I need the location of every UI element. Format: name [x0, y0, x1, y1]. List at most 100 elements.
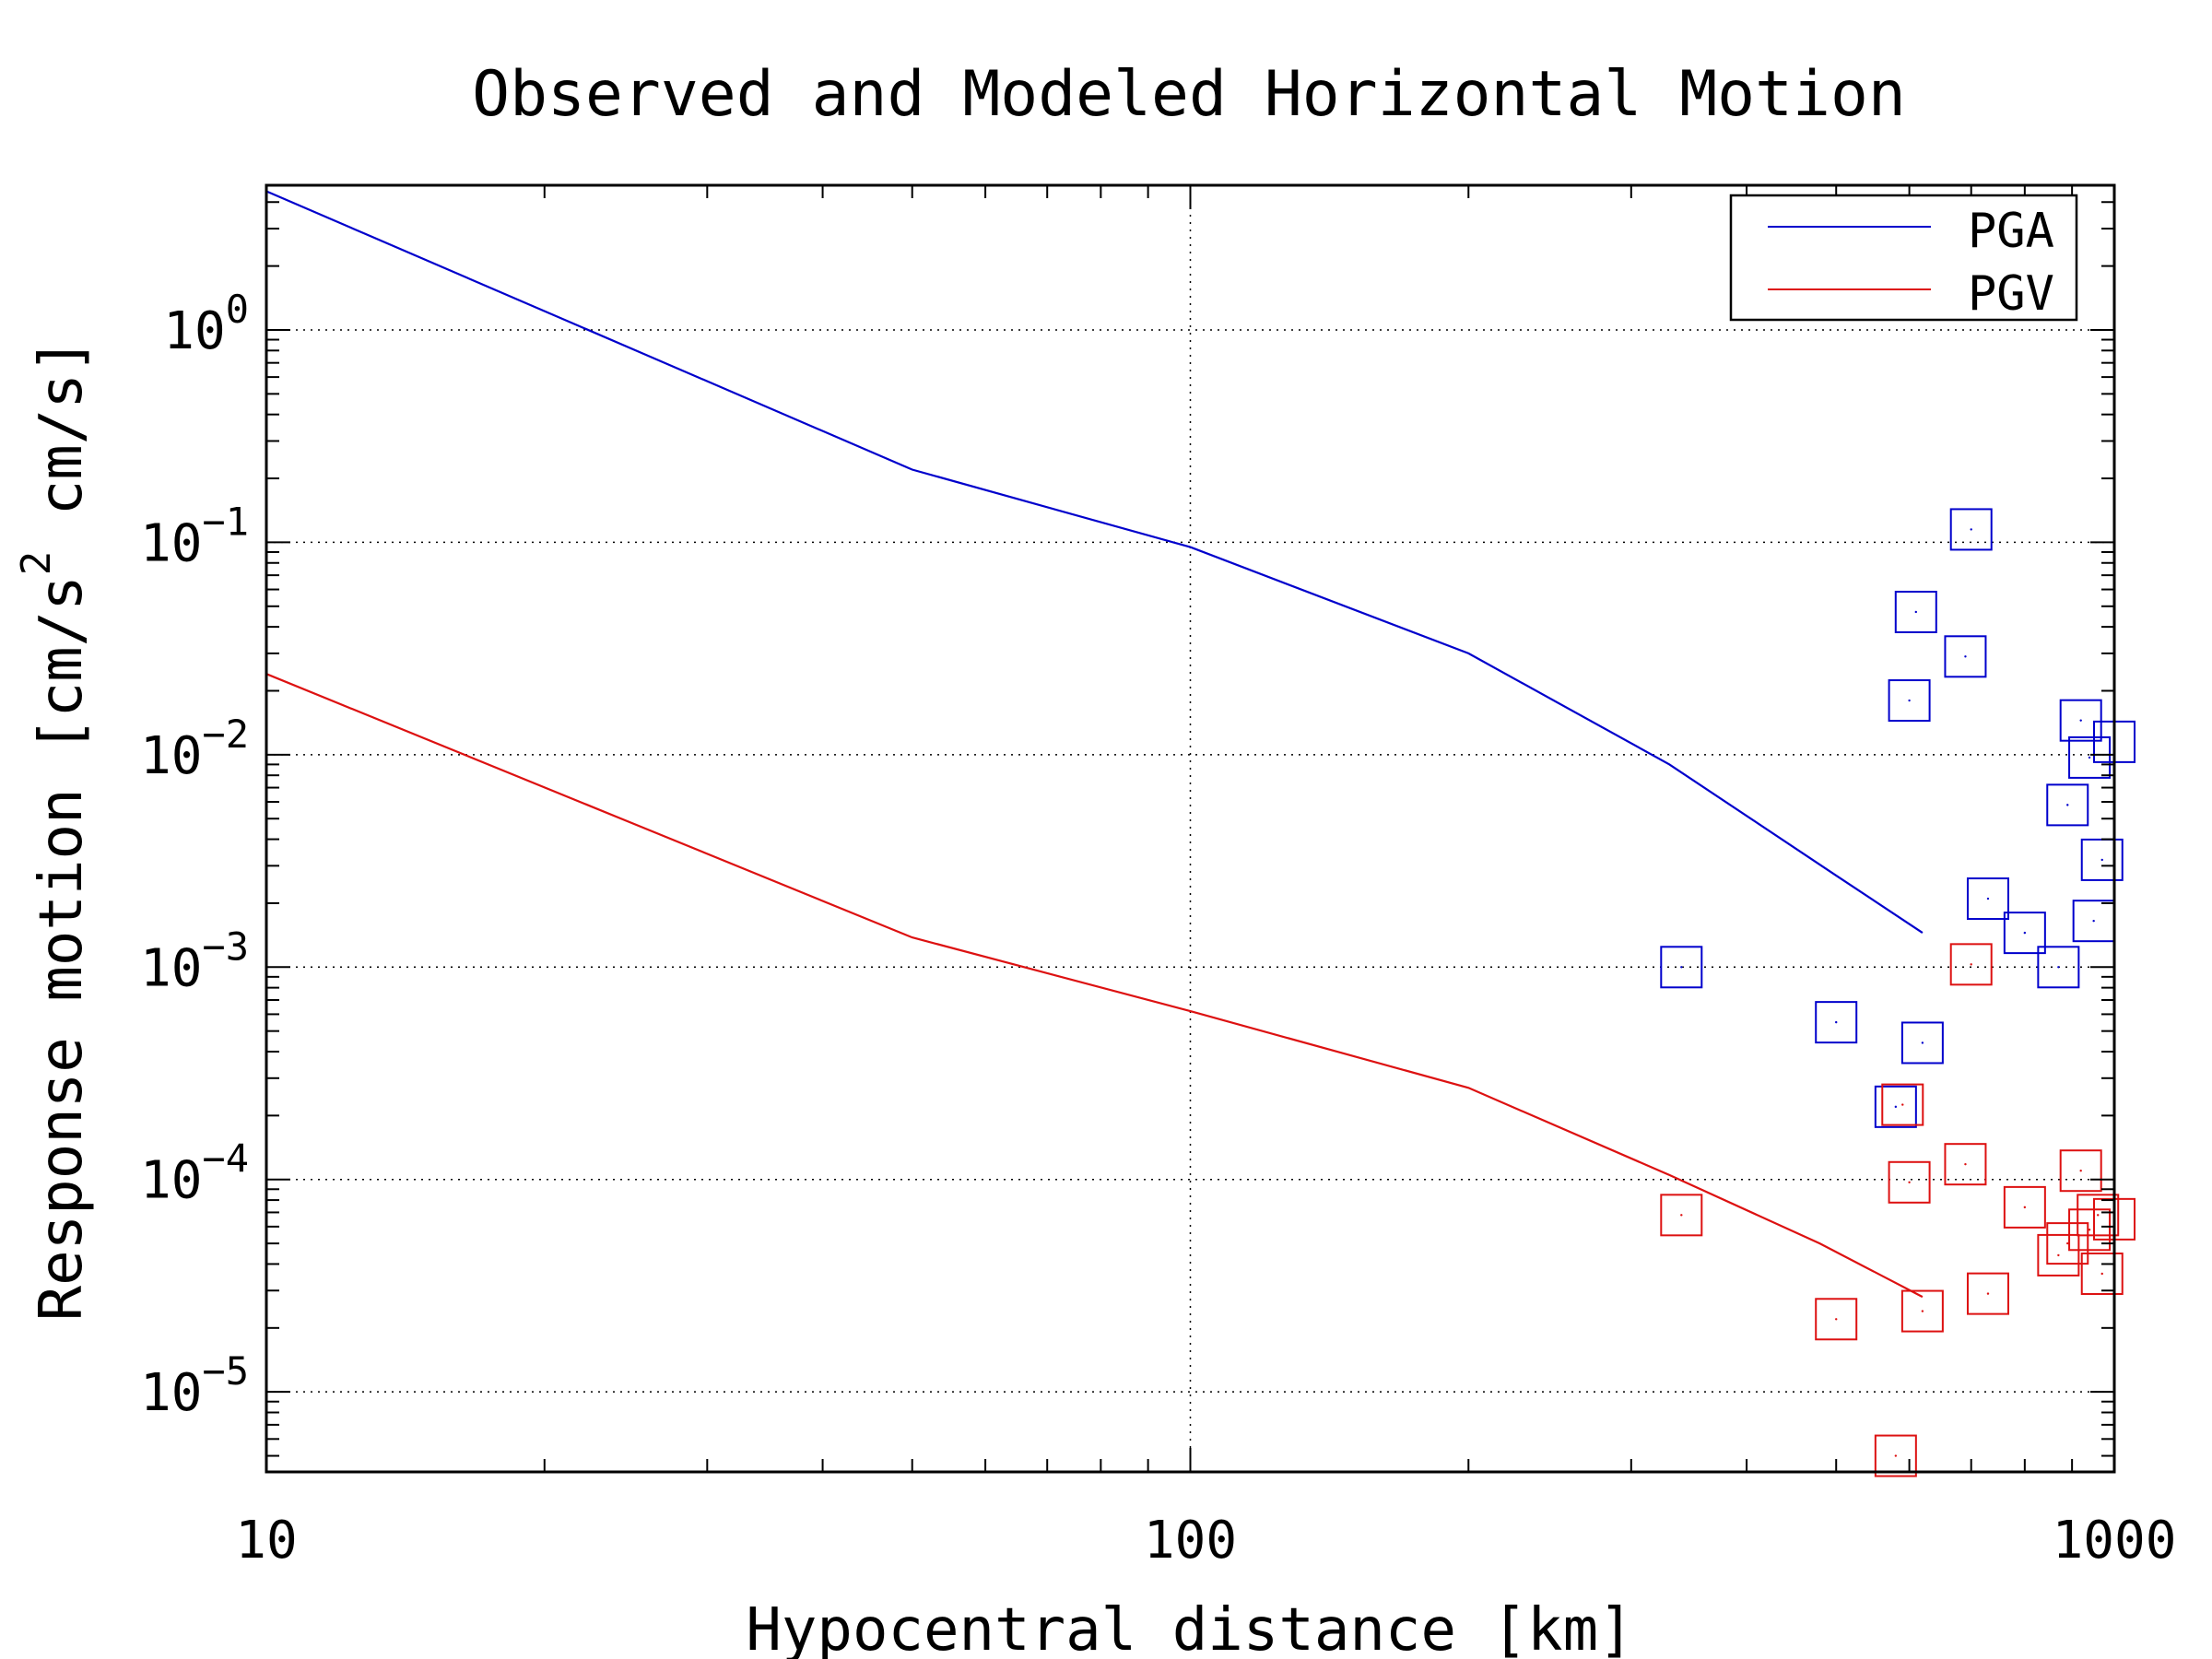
observed-marker — [1874, 1085, 1917, 1128]
y-tick-label: 10−4 — [140, 1136, 249, 1211]
observed-marker — [1944, 635, 1987, 678]
y-tick-label: 10−2 — [140, 712, 249, 786]
y-tick-label-base: 10 — [140, 726, 202, 786]
observed-marker-dot — [1680, 1214, 1683, 1217]
y-tick-label-exponent: −5 — [202, 1348, 249, 1394]
observed-marker — [1900, 1289, 1944, 1333]
observed-marker — [2046, 783, 2089, 827]
x-tick-label: 100 — [1144, 1511, 1237, 1571]
legend-label-pgv: PGV — [1968, 266, 2054, 322]
observed-marker — [1888, 679, 1931, 723]
y-tick-label-base: 10 — [140, 1151, 202, 1211]
observed-marker-dot — [1970, 528, 1972, 531]
observed-marker — [2003, 1185, 2046, 1229]
y-tick-label-base: 10 — [140, 1363, 202, 1423]
y-tick-label-exponent: −4 — [202, 1136, 249, 1182]
ticks — [265, 185, 2115, 1472]
y-axis-label-sup: 2 — [13, 551, 60, 576]
observed-marker-dot — [2057, 1253, 2060, 1257]
y-axis-label-part2: cm/s] — [28, 338, 96, 551]
observed-marker-dot — [1894, 1105, 1898, 1109]
series-line-pga — [265, 190, 1924, 935]
legend-box — [1729, 194, 2078, 322]
observed-marker-dot — [2092, 919, 2095, 923]
observed-marker — [1660, 1194, 1703, 1237]
observed-marker — [2059, 1149, 2102, 1193]
observed-marker — [2037, 946, 2080, 989]
observed-marker — [2080, 1252, 2124, 1295]
observed-marker-dot — [1964, 1162, 1967, 1166]
observed-marker-dot — [1680, 966, 1683, 969]
x-axis-label: Hypocentral distance [km] — [746, 1596, 1633, 1659]
observed-marker-dot — [1970, 963, 1972, 966]
observed-marker — [2059, 699, 2102, 742]
y-axis-label-part1: Response motion [cm/s — [28, 575, 96, 1321]
observed-marker-dot — [2100, 858, 2103, 862]
observed-marker — [2068, 1208, 2112, 1252]
observed-marker — [1966, 1272, 2009, 1315]
grid — [266, 185, 2114, 1472]
observed-marker-dot — [1986, 897, 1990, 900]
observed-marker-dot — [1921, 1310, 1924, 1312]
observed-marker — [1949, 508, 1993, 551]
observed-marker — [1815, 1001, 1858, 1044]
observed-marker — [2003, 912, 2046, 955]
observed-marker-dot — [2057, 966, 2060, 969]
observed-marker — [1894, 590, 1937, 633]
legend-label-pga: PGA — [1968, 204, 2054, 259]
observed-marker — [2037, 1233, 2080, 1277]
y-tick-label: 10−5 — [140, 1348, 249, 1423]
observed-marker-dot — [2023, 931, 2027, 935]
x-tick-label: 1000 — [2053, 1511, 2177, 1571]
observed-marker-dot — [2023, 1206, 2027, 1209]
observed-marker-dot — [2079, 1170, 2082, 1172]
y-tick-label: 100 — [163, 287, 249, 361]
observed-marker — [1966, 877, 2009, 921]
observed-marker — [1888, 1160, 1931, 1204]
observed-marker — [1881, 1083, 1924, 1126]
observed-marker — [2077, 1194, 2120, 1237]
observed-marker-dot — [1901, 1103, 1904, 1106]
chart-title: Observed and Modeled Horizontal Motion — [472, 58, 1906, 131]
observed-marker-dot — [1914, 610, 1917, 614]
y-tick-label-exponent: 0 — [226, 287, 249, 332]
observed-marker-dot — [1964, 655, 1967, 658]
y-tick-label-base: 10 — [140, 513, 202, 573]
y-axis-label: Response motion [cm/s2 cm/s] — [13, 338, 96, 1322]
y-tick-label-exponent: −2 — [202, 712, 249, 757]
observed-marker-dot — [2088, 756, 2091, 759]
legend: PGA PGV — [1729, 194, 2078, 322]
observed-marker-dot — [1921, 1041, 1924, 1044]
observed-marker-dot — [1835, 1318, 1838, 1321]
x-tick-label: 10 — [235, 1511, 297, 1571]
observed-marker — [1900, 1021, 1944, 1065]
observed-marker — [1944, 1143, 1987, 1186]
observed-marker-dot — [1986, 1292, 1990, 1295]
observed-marker-dot — [2079, 719, 2082, 722]
observed-marker-dot — [2100, 1272, 2103, 1276]
y-tick-label: 10−3 — [140, 924, 249, 998]
observed-marker-dot — [2066, 1241, 2069, 1245]
observed-marker-dot — [1894, 1454, 1898, 1457]
y-tick-label-base: 10 — [163, 301, 225, 361]
observed-marker — [2068, 735, 2112, 779]
observed-marker-dot — [1835, 1020, 1838, 1024]
observed-marker — [1815, 1298, 1858, 1341]
observed-marker — [1949, 943, 1993, 986]
y-tick-label: 10−1 — [140, 499, 249, 573]
observed-marker-dot — [2097, 1214, 2100, 1217]
series-layer — [265, 190, 2136, 1477]
observed-marker-dot — [2088, 1229, 2091, 1231]
observed-marker — [1660, 946, 1703, 989]
y-tick-label-exponent: −3 — [202, 924, 249, 969]
observed-marker — [1874, 1434, 1917, 1477]
series-line-pgv — [265, 673, 1924, 1299]
observed-marker-dot — [1908, 699, 1911, 702]
observed-marker-dot — [2066, 804, 2069, 806]
observed-marker-dot — [1908, 1181, 1911, 1183]
observed-marker — [2046, 1222, 2089, 1265]
y-tick-label-exponent: −1 — [202, 499, 249, 544]
y-tick-label-base: 10 — [140, 938, 202, 998]
